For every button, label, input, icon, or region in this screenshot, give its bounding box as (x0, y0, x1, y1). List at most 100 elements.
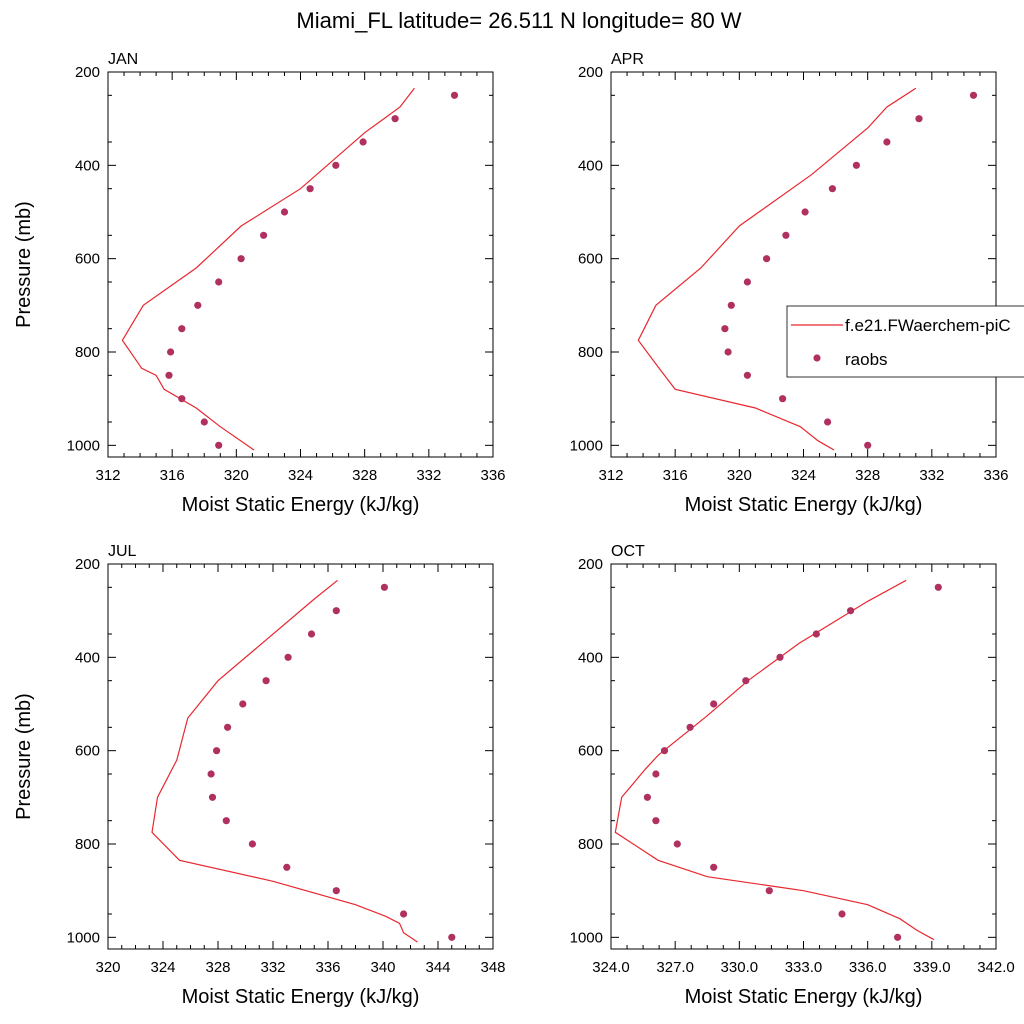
x-axis-label: Moist Static Energy (kJ/kg) (685, 986, 923, 1008)
y-tick-label: 1000 (570, 437, 603, 454)
raobs-point (222, 817, 230, 825)
y-tick-label: 1000 (570, 929, 603, 946)
raobs-point (248, 840, 256, 848)
raobs-point (828, 185, 837, 193)
x-tick-label: 348 (480, 959, 505, 976)
raobs-point (400, 910, 408, 918)
x-tick-label: 312 (95, 467, 120, 484)
y-tick-label: 400 (578, 157, 603, 174)
raobs-point (239, 700, 247, 708)
raobs-point (801, 208, 809, 216)
raobs-point (260, 231, 268, 239)
raobs-point (782, 231, 790, 239)
x-tick-label: 324 (791, 467, 816, 484)
y-tick-label: 200 (75, 556, 100, 573)
raobs-point (450, 91, 459, 99)
model-series-line (121, 87, 415, 451)
raobs-point (307, 630, 316, 638)
raobs-point (167, 348, 175, 356)
y-tick-label: 800 (75, 836, 100, 853)
y-tick-label: 800 (578, 344, 603, 361)
raobs-point (779, 395, 787, 403)
raobs-point (178, 325, 186, 333)
raobs-point (742, 677, 750, 685)
x-tick-label: 336 (480, 467, 505, 484)
raobs-point (673, 840, 681, 848)
x-tick-label: 320 (95, 959, 120, 976)
raobs-point (743, 278, 752, 286)
raobs-point (727, 301, 735, 309)
plot-frame (107, 71, 494, 458)
x-tick-label: 324.0 (592, 959, 630, 976)
raobs-point (359, 138, 367, 146)
x-tick-label: 332 (919, 467, 944, 484)
raobs-point (724, 348, 732, 356)
raobs-point (847, 607, 855, 615)
raobs-point (178, 395, 186, 403)
raobs-point (224, 723, 232, 731)
raobs-point (213, 747, 221, 755)
raobs-point (852, 161, 861, 169)
model-series-line (151, 579, 418, 943)
raobs-point (283, 863, 291, 871)
x-tick-label: 328 (855, 467, 880, 484)
y-tick-label: 600 (75, 743, 100, 760)
figure-title: Miami_FL latitude= 26.511 N longitude= 8… (296, 8, 741, 33)
raobs-point (915, 115, 923, 123)
raobs-point (652, 770, 660, 778)
legend-label-model: f.e21.FWaerchem-piC (845, 316, 1011, 335)
raobs-point (262, 677, 270, 685)
plot-frame (610, 71, 997, 458)
raobs-point (765, 887, 773, 895)
raobs-point (194, 301, 202, 309)
raobs-point (306, 185, 314, 193)
x-tick-label: 324 (288, 467, 313, 484)
panel-oct: OCT 324.0 327.0 330.0 333.0 336.0 339.0 342.0 20… (570, 543, 1015, 1008)
x-axis-label: Moist Static Energy (kJ/kg) (182, 494, 420, 516)
x-tick-label: 332 (416, 467, 441, 484)
panel-label: JUL (108, 543, 137, 560)
panel-jan: JAN 312 316 320 324 328 332 336 200 400 600 800 1000… (13, 51, 506, 516)
x-tick-label: 316 (160, 467, 185, 484)
x-tick-label: 324 (150, 959, 175, 976)
raobs-point (215, 278, 223, 286)
y-tick-label: 600 (75, 251, 100, 268)
raobs-point (883, 138, 891, 146)
y-tick-label: 600 (578, 251, 603, 268)
x-tick-label: 332 (260, 959, 285, 976)
y-tick-label: 800 (578, 836, 603, 853)
raobs-point (391, 115, 399, 123)
legend-box (786, 305, 1024, 378)
raobs-point (776, 653, 784, 661)
raobs-point (763, 255, 771, 263)
x-tick-label: 342.0 (977, 959, 1015, 976)
x-tick-label: 336 (983, 467, 1008, 484)
raobs-point (864, 441, 872, 449)
raobs-point (824, 418, 832, 426)
x-tick-label: 320 (727, 467, 752, 484)
y-tick-label: 200 (578, 556, 603, 573)
raobs-point (934, 583, 942, 591)
x-tick-label: 328 (352, 467, 377, 484)
raobs-point (332, 607, 340, 615)
x-tick-label: 312 (598, 467, 623, 484)
raobs-point (710, 863, 718, 871)
raobs-point (215, 441, 223, 449)
legend-label-raobs: raobs (845, 350, 888, 369)
raobs-point (332, 161, 340, 169)
x-tick-label: 320 (224, 467, 249, 484)
raobs-point (284, 653, 292, 661)
raobs-point (237, 255, 245, 263)
panel-label: APR (611, 51, 644, 68)
x-tick-label: 316 (663, 467, 688, 484)
raobs-point (165, 371, 173, 379)
x-tick-label: 340 (370, 959, 395, 976)
y-axis-label: Pressure (mb) (13, 201, 35, 328)
panel-jul: JUL 320 324 328 332 336 340 344 348 200 400 600 800 1… (13, 543, 506, 1008)
raobs-point (686, 723, 694, 731)
raobs-point (812, 630, 820, 638)
legend-marker-swatch (813, 354, 821, 362)
x-tick-label: 336 (315, 959, 340, 976)
raobs-point (200, 418, 208, 426)
